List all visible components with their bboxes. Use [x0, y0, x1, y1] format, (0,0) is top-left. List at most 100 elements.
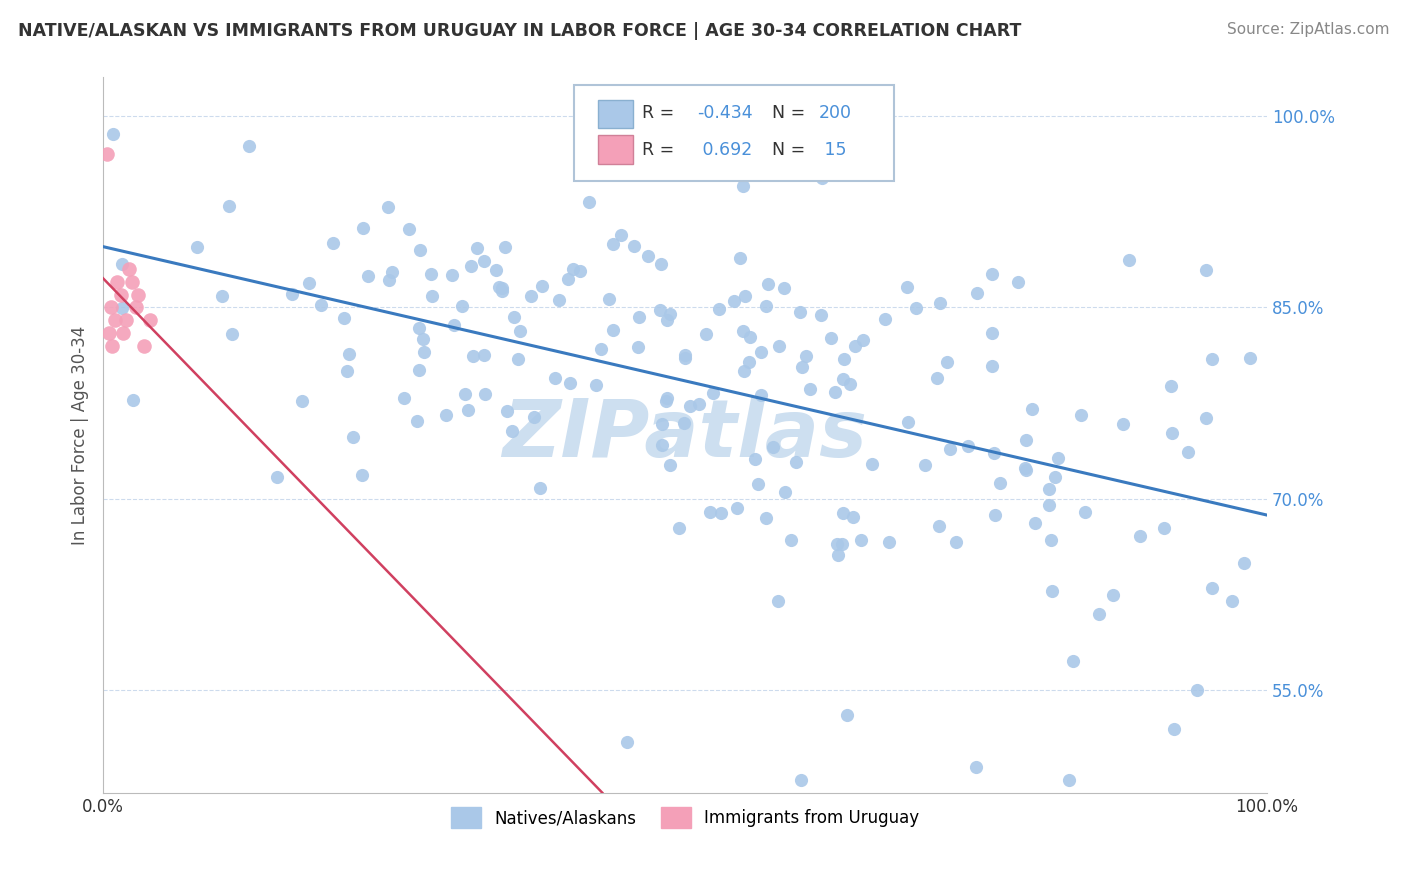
Point	[725, 501, 748, 516]
Point	[983, 508, 1005, 523]
Point	[443, 318, 465, 332]
Point	[1015, 433, 1038, 447]
Point	[1039, 533, 1062, 547]
Point	[651, 438, 673, 452]
Point	[100, 301, 122, 315]
Point	[501, 425, 523, 439]
Point	[637, 249, 659, 263]
Point	[623, 239, 645, 253]
Point	[529, 481, 551, 495]
Point	[831, 537, 853, 551]
Point	[335, 364, 357, 378]
Point	[928, 518, 950, 533]
Point	[832, 351, 855, 366]
Point	[860, 457, 883, 471]
Point	[773, 485, 796, 500]
Point	[101, 338, 124, 352]
Point	[1118, 252, 1140, 267]
Point	[929, 295, 952, 310]
Y-axis label: In Labor Force | Age 30-34: In Labor Force | Age 30-34	[72, 326, 89, 545]
Point	[832, 372, 855, 386]
FancyBboxPatch shape	[575, 85, 894, 181]
Point	[988, 476, 1011, 491]
Point	[1057, 772, 1080, 787]
Point	[491, 285, 513, 299]
Point	[441, 268, 464, 283]
Point	[377, 200, 399, 214]
Point	[983, 445, 1005, 459]
Point	[467, 241, 489, 255]
Point	[520, 289, 543, 303]
Point	[111, 326, 134, 340]
Point	[408, 320, 430, 334]
Point	[472, 348, 495, 362]
Point	[408, 363, 430, 377]
Point	[97, 326, 120, 340]
Point	[648, 302, 671, 317]
Point	[1015, 463, 1038, 477]
Point	[1201, 582, 1223, 596]
Point	[568, 264, 591, 278]
Point	[925, 371, 948, 385]
Point	[211, 289, 233, 303]
Point	[342, 429, 364, 443]
Point	[1153, 521, 1175, 535]
Point	[451, 299, 474, 313]
Point	[412, 332, 434, 346]
Text: N =: N =	[772, 104, 806, 122]
Point	[723, 294, 745, 309]
Point	[121, 275, 143, 289]
Text: R =: R =	[643, 104, 675, 122]
Point	[659, 307, 682, 321]
Point	[1021, 402, 1043, 417]
Point	[810, 308, 832, 322]
Point	[655, 313, 678, 327]
Point	[589, 343, 612, 357]
Point	[1185, 683, 1208, 698]
Point	[118, 262, 141, 277]
Point	[838, 377, 860, 392]
Point	[734, 289, 756, 303]
Point	[337, 347, 360, 361]
Text: R =: R =	[643, 141, 675, 159]
Point	[115, 313, 138, 327]
Point	[413, 344, 436, 359]
Text: 15: 15	[818, 141, 846, 159]
Bar	[598, 100, 633, 128]
Point	[1163, 722, 1185, 736]
Point	[688, 397, 710, 411]
Point	[110, 287, 132, 301]
Point	[658, 458, 681, 473]
Point	[1062, 654, 1084, 668]
Point	[799, 382, 821, 396]
Point	[531, 278, 554, 293]
Point	[544, 371, 567, 385]
Point	[96, 147, 118, 161]
Point	[1129, 529, 1152, 543]
Point	[673, 348, 696, 362]
Point	[756, 277, 779, 291]
Point	[218, 199, 240, 213]
Text: 200: 200	[818, 104, 852, 122]
Point	[837, 708, 859, 723]
Point	[650, 257, 672, 271]
Point	[627, 310, 650, 325]
Point	[957, 439, 980, 453]
Point	[1160, 379, 1182, 393]
Point	[790, 360, 813, 375]
Point	[773, 281, 796, 295]
Point	[186, 240, 208, 254]
Point	[298, 276, 321, 290]
Point	[733, 178, 755, 193]
Point	[655, 391, 678, 405]
Point	[266, 470, 288, 484]
Point	[897, 415, 920, 429]
Point	[1024, 516, 1046, 530]
Point	[673, 351, 696, 366]
Point	[673, 416, 696, 430]
Point	[280, 286, 302, 301]
Point	[1195, 263, 1218, 277]
Text: N =: N =	[772, 141, 806, 159]
Text: Source: ZipAtlas.com: Source: ZipAtlas.com	[1226, 22, 1389, 37]
Point	[381, 265, 404, 279]
